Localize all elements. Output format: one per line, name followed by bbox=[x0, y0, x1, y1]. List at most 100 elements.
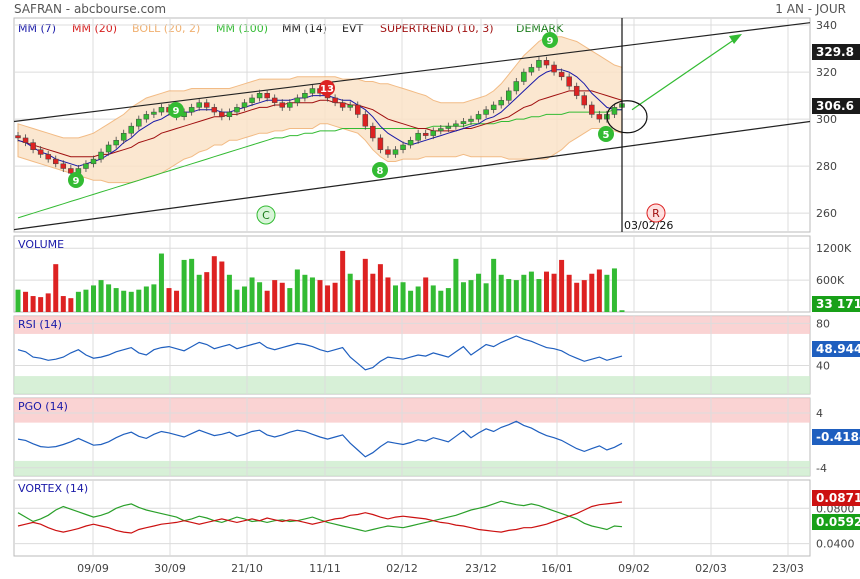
candle-body bbox=[256, 93, 263, 99]
candle-body bbox=[30, 142, 36, 150]
pgo-tick-label: -4 bbox=[816, 462, 827, 475]
demark-badge bbox=[68, 172, 84, 188]
rsi-overbought-zone bbox=[14, 316, 810, 334]
volume-bar bbox=[377, 264, 383, 312]
volume-bar bbox=[23, 291, 29, 312]
volume-bar bbox=[83, 289, 89, 312]
volume-bar bbox=[158, 253, 164, 312]
candle-body bbox=[22, 137, 29, 143]
chart-title: SAFRAN - abcbourse.com bbox=[14, 2, 166, 16]
legend-item: MM (14) bbox=[282, 22, 327, 35]
legend-item: MM (20) bbox=[72, 22, 117, 35]
candle-body bbox=[128, 125, 134, 134]
candle-body bbox=[490, 104, 497, 110]
volume-bar bbox=[219, 261, 225, 312]
volume-bar bbox=[136, 289, 142, 312]
volume-tick-label: 1200K bbox=[816, 242, 852, 255]
volume-bar bbox=[604, 274, 610, 312]
candle-body bbox=[90, 158, 97, 165]
x-tick-label: 02/12 bbox=[386, 562, 418, 575]
x-axis: 09/09 30/09 21/10 11/11 02/12 23/12 16/01 09/02… bbox=[77, 562, 804, 575]
volume-bar bbox=[521, 274, 527, 312]
vortex-minus-value: 0.0592 bbox=[816, 515, 860, 529]
candle-body bbox=[521, 71, 527, 82]
candle-body bbox=[422, 132, 429, 136]
volume-bar bbox=[513, 280, 519, 312]
volume-bar bbox=[121, 290, 127, 312]
candle-body bbox=[271, 97, 278, 103]
vortex-tick-label: 0.0400 bbox=[816, 538, 855, 551]
price-last-value-box bbox=[812, 44, 860, 60]
price-tick-label: 340 bbox=[816, 19, 837, 32]
volume-bar bbox=[370, 273, 376, 312]
volume-bar bbox=[45, 293, 51, 312]
candle-body bbox=[302, 93, 308, 99]
candle-body bbox=[136, 118, 142, 127]
vortex-plus-line bbox=[17, 500, 623, 532]
volume-last-value-box bbox=[812, 296, 860, 312]
candle-body bbox=[226, 111, 233, 118]
pgo-line bbox=[17, 420, 623, 458]
candle-body bbox=[60, 163, 67, 169]
indicator-legend: MM (7) MM (20) BOLL (20, 2) MM (100) MM (14)… bbox=[18, 22, 564, 35]
volume-bar bbox=[257, 282, 263, 312]
candle-body bbox=[400, 144, 406, 150]
candle-body bbox=[468, 118, 474, 122]
panel-title: VOLUME bbox=[18, 238, 64, 251]
volume-bar bbox=[332, 282, 338, 312]
date-marker-label: 03/02/26 bbox=[624, 219, 673, 232]
rsi-tick-label: 80 bbox=[816, 317, 830, 330]
volume-bar bbox=[279, 282, 285, 312]
volume-bar bbox=[347, 273, 353, 312]
pgo-last-value: -0.4184 bbox=[816, 430, 860, 444]
volume-bar bbox=[408, 290, 414, 312]
pgo-last-value-box bbox=[812, 429, 860, 445]
rsi-tick-label: 40 bbox=[816, 360, 830, 373]
highlight-circle bbox=[606, 100, 648, 134]
volume-bar bbox=[143, 286, 149, 312]
volume-bar bbox=[317, 280, 323, 312]
volume-bar bbox=[309, 277, 315, 312]
volume-tick-label: 600K bbox=[816, 274, 845, 287]
candle-body bbox=[219, 111, 225, 118]
x-tick-label: 09/09 bbox=[77, 562, 109, 575]
x-tick-label: 21/10 bbox=[231, 562, 263, 575]
panel-title: VORTEX (14) bbox=[18, 482, 88, 495]
ma100-line bbox=[17, 109, 622, 219]
period-label: 1 AN - JOUR bbox=[775, 2, 846, 16]
legend-item: BOLL (20, 2) bbox=[132, 22, 200, 35]
candle-body bbox=[249, 97, 255, 103]
candle-body bbox=[370, 125, 376, 139]
channel-lower-line bbox=[13, 120, 811, 231]
volume-bar bbox=[181, 259, 187, 312]
candle-body bbox=[498, 100, 504, 106]
candle-body bbox=[460, 121, 467, 125]
volume-bar bbox=[596, 269, 602, 312]
forecast-arrow-line bbox=[631, 38, 736, 111]
volume-bar bbox=[264, 290, 270, 312]
candle-body bbox=[566, 76, 572, 87]
candle-body bbox=[589, 104, 595, 115]
candle-body bbox=[377, 137, 384, 150]
panel-frame bbox=[13, 17, 811, 233]
price-tick-label: 280 bbox=[816, 160, 837, 173]
x-tick-label: 02/03 bbox=[695, 562, 727, 575]
candle-body bbox=[543, 60, 550, 66]
volume-bar bbox=[559, 259, 565, 312]
volume-bar bbox=[204, 272, 210, 312]
volume-bar bbox=[460, 282, 466, 312]
volume-bar bbox=[60, 296, 66, 312]
volume-bar bbox=[15, 289, 21, 312]
candle-body bbox=[573, 85, 580, 96]
volume-bar bbox=[476, 273, 482, 312]
volume-bar bbox=[68, 298, 74, 312]
x-tick-label: 11/11 bbox=[309, 562, 341, 575]
volume-bar bbox=[483, 283, 489, 312]
candle-body bbox=[513, 81, 520, 92]
demark-badge-label: 13 bbox=[320, 84, 334, 95]
x-tick-label: 23/12 bbox=[465, 562, 497, 575]
demark-badge bbox=[542, 32, 558, 48]
demark-badge-label: 9 bbox=[173, 106, 180, 117]
candle-body bbox=[430, 130, 436, 136]
